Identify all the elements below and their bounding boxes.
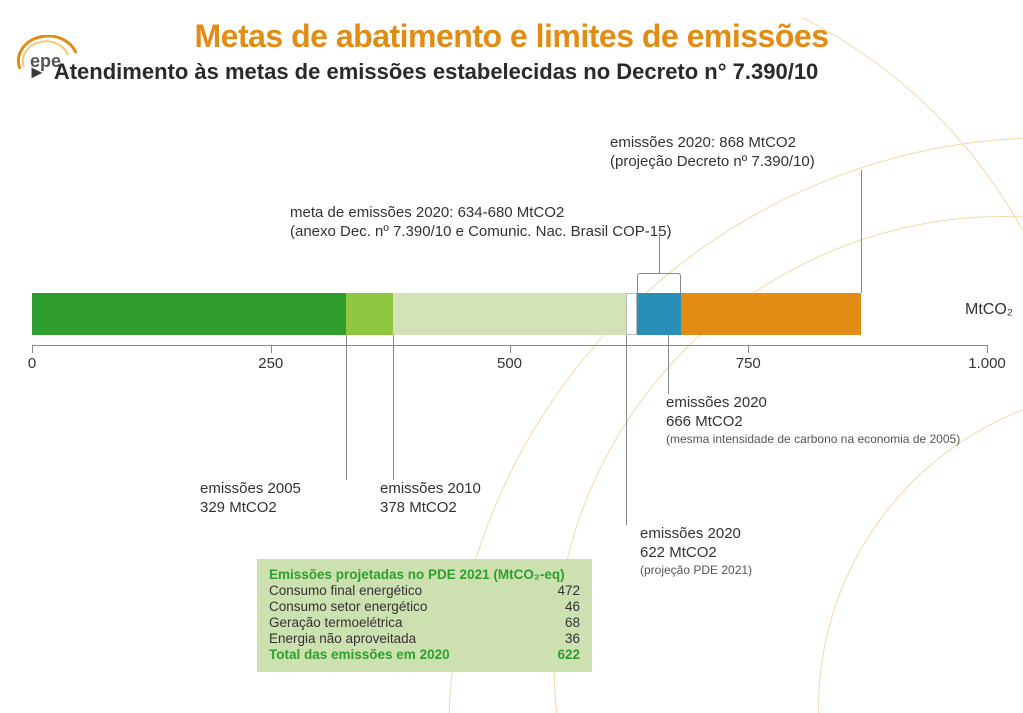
callout-label: emissões 2005329 MtCO2 xyxy=(200,480,301,518)
leader-line xyxy=(346,335,347,480)
projection-row: Geração termoelétrica 68 xyxy=(269,615,580,630)
callout-label: meta de emissões 2020: 634-680 MtCO2(ane… xyxy=(290,204,671,242)
axis-tick xyxy=(748,345,749,353)
axis-tick-label: 750 xyxy=(736,355,761,372)
projection-row: Consumo final energético 472 xyxy=(269,583,580,598)
projection-row-value: 46 xyxy=(565,599,580,614)
projection-total-value: 622 xyxy=(557,647,580,662)
leader-line xyxy=(659,234,660,273)
projection-total-label: Total das emissões em 2020 xyxy=(269,647,450,662)
axis-tick xyxy=(987,345,988,353)
projection-row-value: 36 xyxy=(565,631,580,646)
leader-line xyxy=(626,335,627,525)
callout-label: emissões 2020622 MtCO2(projeção PDE 2021… xyxy=(640,525,752,578)
axis-tick-label: 500 xyxy=(497,355,522,372)
axis-tick-label: 250 xyxy=(258,355,283,372)
bracket xyxy=(637,273,681,293)
epe-logo: epe xyxy=(12,35,84,77)
projection-row-label: Geração termoelétrica xyxy=(269,615,403,630)
subtitle-text: Atendimento às metas de emissões estabel… xyxy=(54,59,818,85)
bar-segment-emiss-pde2021 xyxy=(393,293,626,335)
bar-segment-emiss-2010 xyxy=(346,293,393,335)
callout-label: emissões 2020: 868 MtCO2(projeção Decret… xyxy=(610,134,815,172)
bar-segment-emiss-2005 xyxy=(32,293,346,335)
axis-tick xyxy=(271,345,272,353)
projection-row-label: Energia não aproveitada xyxy=(269,631,416,646)
projection-row: Consumo setor energético 46 xyxy=(269,599,580,614)
bar-segment-emiss-meta xyxy=(637,293,681,335)
projection-row-label: Consumo final energético xyxy=(269,583,422,598)
projection-header: Emissões projetadas no PDE 2021 (MtCO₂-e… xyxy=(269,567,580,582)
projection-row-value: 68 xyxy=(565,615,580,630)
bar-segment-gap-white xyxy=(626,293,637,335)
leader-line xyxy=(861,170,862,293)
projection-row-label: Consumo setor energético xyxy=(269,599,427,614)
axis-tick xyxy=(32,345,33,353)
leader-line xyxy=(393,335,394,480)
callout-label: emissões 2020666 MtCO2(mesma intensidade… xyxy=(666,394,960,447)
projection-table: Emissões projetadas no PDE 2021 (MtCO₂-e… xyxy=(257,559,592,672)
leader-line xyxy=(668,335,669,394)
subtitle-row: ► Atendimento às metas de emissões estab… xyxy=(0,59,1023,85)
projection-total-row: Total das emissões em 2020 622 xyxy=(269,647,580,662)
axis-unit-label: MtCO₂ xyxy=(965,301,1013,319)
svg-text:epe: epe xyxy=(30,51,61,71)
callout-label: emissões 2010378 MtCO2 xyxy=(380,480,481,518)
axis-tick xyxy=(510,345,511,353)
emissions-bar-chart: MtCO₂ 02505007501.000 xyxy=(32,293,987,378)
page-title: Metas de abatimento e limites de emissõe… xyxy=(0,18,1023,55)
projection-row-value: 472 xyxy=(557,583,580,598)
bar-segment-emiss-decreto xyxy=(681,293,861,335)
axis-tick-label: 0 xyxy=(28,355,36,372)
projection-row: Energia não aproveitada 36 xyxy=(269,631,580,646)
axis-tick-label: 1.000 xyxy=(968,355,1006,372)
